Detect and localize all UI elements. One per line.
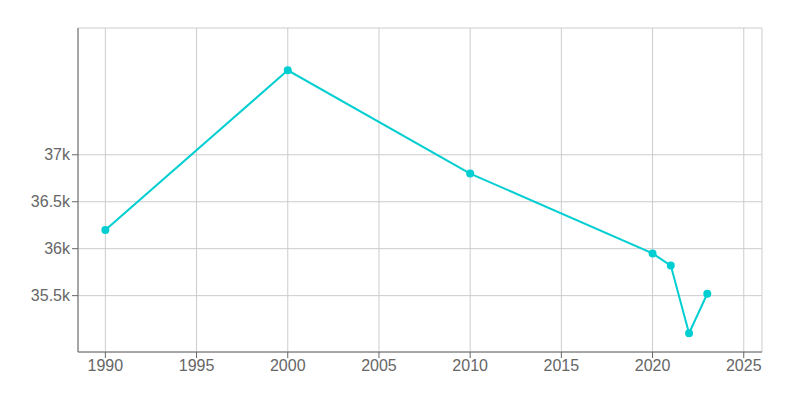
svg-text:35.5k: 35.5k xyxy=(31,287,71,304)
svg-text:36k: 36k xyxy=(44,240,71,257)
svg-text:2010: 2010 xyxy=(452,357,488,374)
svg-text:2005: 2005 xyxy=(361,357,397,374)
svg-text:2000: 2000 xyxy=(270,357,306,374)
svg-text:2025: 2025 xyxy=(726,357,762,374)
svg-text:37k: 37k xyxy=(44,146,71,163)
svg-text:1995: 1995 xyxy=(179,357,215,374)
svg-text:2020: 2020 xyxy=(635,357,671,374)
svg-text:1990: 1990 xyxy=(88,357,124,374)
svg-text:2015: 2015 xyxy=(544,357,580,374)
svg-text:36.5k: 36.5k xyxy=(31,193,71,210)
